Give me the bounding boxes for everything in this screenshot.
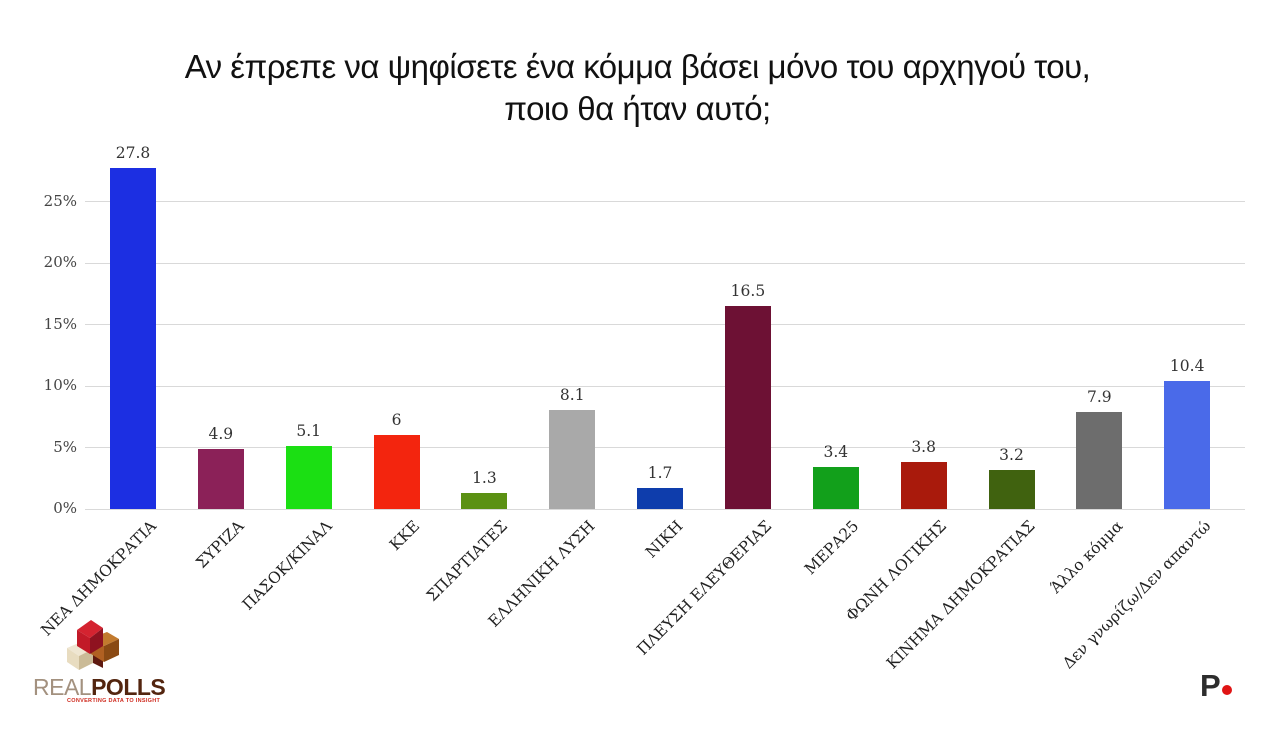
bar [900, 462, 947, 509]
y-axis-labels: 0% 5% 10% 15% 20% 25% [0, 150, 77, 517]
x-axis-label: Δεν γνωρίζω/Δεν απαντώ [1058, 517, 1214, 673]
y-tick-label: 5% [53, 437, 77, 456]
plot-area: 27.8 4.9 5.1 6 1.3 8.1 1.7 16.5 3.4 3.8 3.2 7.9 10.4 [85, 144, 1245, 510]
gridline [85, 447, 1245, 449]
y-tick-label: 25% [43, 191, 77, 210]
chart-title-line2: ποιο θα ήταν αυτό; [504, 90, 771, 127]
x-axis-label: ΣΥΡΙΖΑ [192, 517, 248, 572]
bar-value-label: 1.7 [647, 464, 673, 483]
bar [724, 306, 771, 509]
bar-value-label: 1.3 [472, 469, 497, 488]
bar [812, 467, 859, 509]
x-axis-label: ΜΕΡΑ25 [801, 517, 863, 579]
gridline [85, 262, 1245, 264]
y-tick-label: 10% [43, 376, 77, 395]
x-axis-labels: ΝΕΑ ΔΗΜΟΚΡΑΤΙΑ ΣΥΡΙΖΑ ΠΑΣΟΚ/ΚΙΝΑΛ ΚΚΕ ΣΠΑΡΤΙ… [37, 517, 1245, 677]
x-axis-label: Άλλο κόμμα [1046, 517, 1127, 597]
y-tick-label: 15% [43, 314, 77, 333]
realpolls-cubes-icon [67, 620, 119, 670]
realpolls-wordmark: REALPOLLS [33, 674, 166, 701]
bar-value-label: 6 [391, 411, 402, 430]
x-axis-label: ΝΙΚΗ [642, 517, 687, 562]
gridline [85, 201, 1245, 203]
x-axis-label: ΚΙΝΗΜΑ ΔΗΜΟΚΡΑΤΙΑΣ [882, 517, 1039, 673]
bar-value-label: 3.2 [999, 445, 1024, 464]
bar-value-label: 3.8 [911, 438, 936, 457]
x-axis-label: ΚΚΕ [386, 517, 424, 555]
corner-logo-dot-icon [1222, 685, 1232, 695]
bar [1164, 381, 1211, 509]
realpolls-wordmark-real: REAL [33, 674, 92, 700]
bar-value-label: 5.1 [296, 422, 322, 441]
corner-logo: P [1200, 668, 1260, 708]
bar [549, 409, 596, 509]
bar [373, 435, 420, 509]
bar [1076, 411, 1123, 509]
chart-title-line1: Αν έπρεπε να ψηφίσετε ένα κόμμα βάσει μό… [184, 48, 1091, 85]
gridline [85, 385, 1245, 387]
gridline [85, 508, 1245, 510]
bar-value-label: 8.1 [559, 385, 585, 404]
x-axis-label: ΣΠΑΡΤΙΑΤΕΣ [423, 517, 512, 605]
bar-value-label: 27.8 [115, 143, 151, 162]
bar [461, 493, 508, 509]
realpolls-tagline: CONVERTING DATA TO INSIGHT [67, 698, 161, 704]
bar-value-label: 10.4 [1169, 357, 1205, 376]
bar [197, 448, 244, 509]
realpolls-wordmark-polls: POLLS [91, 674, 166, 700]
bar [637, 488, 684, 509]
y-tick-label: 20% [43, 253, 77, 272]
bar [988, 469, 1035, 509]
corner-logo-p: P [1200, 668, 1221, 703]
bar [285, 446, 332, 509]
chart-title: Αν έπρεπε να ψηφίσετε ένα κόμμα βάσει μό… [0, 46, 1275, 130]
bar-value-label: 4.9 [208, 424, 234, 443]
bar-value-label: 3.4 [823, 443, 849, 462]
gridline [85, 324, 1245, 326]
x-axis-label: ΠΑΣΟΚ/ΚΙΝΑΛ [238, 517, 336, 614]
bar [110, 167, 156, 509]
y-tick-label: 0% [53, 499, 77, 517]
bar-value-label: 7.9 [1087, 387, 1112, 406]
bar-value-label: 16.5 [730, 282, 766, 301]
